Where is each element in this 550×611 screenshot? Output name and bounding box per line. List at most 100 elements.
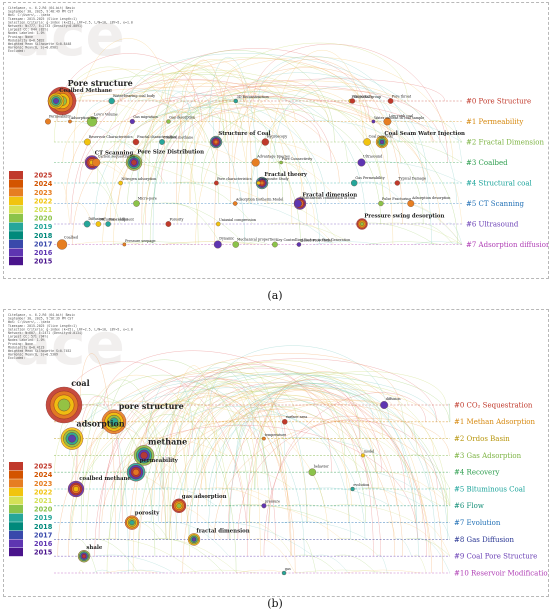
keyword-label: Adsorption desorption xyxy=(411,196,451,200)
keyword-node-spontaneous-combustion-of-coal: Spontaneous combustion of coal xyxy=(294,196,355,208)
keyword-node-adsorption-time: Adsorption time xyxy=(68,116,99,124)
meta-line: Modularity Q=0.5832 xyxy=(8,38,45,42)
keyword-node-gas: gas xyxy=(281,567,291,576)
link-arc xyxy=(115,569,166,574)
meta-line: Weighted Mean Silhouette S=0.7452 xyxy=(8,349,71,353)
keyword-node-coal: coal xyxy=(45,378,90,424)
keyword-node-gas-permeability: Gas Permeability xyxy=(350,176,385,187)
keyword-node-model: model xyxy=(360,450,374,458)
link-arc xyxy=(69,68,201,122)
keyword-label: Pore structure xyxy=(68,78,133,88)
link-arc xyxy=(181,386,357,523)
keyword-node-3d-reconstruction: 3D Reconstruction xyxy=(233,95,270,104)
year-label: 2020 xyxy=(34,506,53,514)
link-arc xyxy=(114,400,244,506)
timeline-network-a: ace Pore structure Permeability Coal Seam … xyxy=(8,3,548,266)
link-arc xyxy=(94,554,175,574)
link-arc xyxy=(93,161,197,184)
year-label: 2020 xyxy=(34,215,53,223)
keyword-label: Adsorption time xyxy=(70,116,99,120)
keyword-node-diffusion-coefficient: Diffusion coefficient xyxy=(95,217,135,227)
link-arc xyxy=(227,379,360,540)
keyword-label: methane xyxy=(148,436,187,446)
link-arc xyxy=(225,504,332,523)
link-arc xyxy=(151,403,209,422)
link-arc xyxy=(243,454,252,473)
link-arc xyxy=(166,202,222,245)
keyword-label: Coalbed methane xyxy=(163,135,193,139)
link-arc xyxy=(349,487,423,506)
year-label: 2016 xyxy=(34,540,53,548)
link-arc xyxy=(235,470,293,490)
keyword-node-coalbed-methane: Coalbed Methane xyxy=(47,88,113,110)
link-arc xyxy=(161,521,230,557)
link-arc xyxy=(448,487,451,506)
watermark-text: ace xyxy=(12,310,125,378)
keyword-node-diffusion: diffusion xyxy=(380,397,401,409)
keyword-label: Coalbed xyxy=(64,236,79,240)
link-arc xyxy=(408,420,418,456)
year-swatch xyxy=(9,248,23,257)
cluster-label-3-coalbed: #3 Coalbed xyxy=(466,159,508,167)
keyword-label: 3D Reconstruction xyxy=(237,95,270,99)
link-arc xyxy=(373,120,463,143)
keyword-node-pressure: pressure xyxy=(261,500,280,509)
cluster-label-8-gas-diffusion: #8 Gas Diffusion xyxy=(454,536,515,544)
cluster-labels: #0 Pore Structure #1 Permeability #2 Fract… xyxy=(466,97,548,248)
keyword-node-pore-characteristics: Pore characteristics xyxy=(213,177,252,186)
link-arc xyxy=(57,120,146,163)
year-label: 2016 xyxy=(34,249,53,257)
keyword-node-coalbed: Coalbed xyxy=(56,236,79,250)
link-arc xyxy=(428,120,463,143)
link-arc xyxy=(72,202,93,225)
keyword-node-nitrogen-adsorption: Nitrogen adsorption xyxy=(118,177,157,186)
keyword-node-pore-structure: pore structure xyxy=(101,401,184,435)
keyword-node-pore-size-distribution: Pore Size Distribution xyxy=(125,150,204,171)
link-arc xyxy=(104,375,282,506)
link-arc xyxy=(413,241,463,245)
meta-line: Weighted Mean Silhouette S=0.8448 xyxy=(8,42,71,46)
year-label: 2019 xyxy=(34,514,53,522)
link-arc xyxy=(214,69,253,245)
cluster-label-2-ordos-basin: #2 Ordos Basin xyxy=(454,435,510,443)
keyword-label: Dynamic xyxy=(219,237,234,241)
link-arc xyxy=(150,371,286,523)
year-label: 2015 xyxy=(34,549,53,557)
meta-line: Pruning: None xyxy=(8,342,33,346)
keyword-label: Pressure seepage xyxy=(125,239,155,243)
link-arc xyxy=(102,80,432,245)
year-label: 2021 xyxy=(34,497,53,505)
year-swatch xyxy=(9,171,23,180)
year-swatch xyxy=(9,470,23,479)
keyword-node-advantage-species: Advantage Species xyxy=(251,155,290,167)
link-arc xyxy=(294,569,391,574)
link-arc xyxy=(377,554,388,574)
link-arc xyxy=(394,538,412,557)
link-arc xyxy=(356,161,463,184)
link-arc xyxy=(74,538,97,574)
keyword-label: pressure xyxy=(265,500,280,504)
link-arc xyxy=(145,358,437,439)
link-arc xyxy=(97,538,198,574)
keyword-label: Closed Pore Model xyxy=(300,238,332,242)
meta-line: Harmonic Mean(Q, S)=0.5309 xyxy=(8,353,58,357)
keyword-node-coal-reservoir: Coal reservoir xyxy=(363,134,393,146)
keyword-node-carbon-sequestration: Carbon sequestration xyxy=(92,155,136,167)
meta-line: Harmonic Mean(Q, S)=0.6901 xyxy=(8,46,58,50)
link-arc xyxy=(238,373,447,506)
link-arc xyxy=(163,72,195,163)
keyword-label: diffusion xyxy=(386,397,402,401)
keyword-label: Functional group xyxy=(352,95,382,99)
link-arc xyxy=(162,364,332,490)
keyword-node-temperature: temperature xyxy=(261,433,286,441)
keyword-label: Pore Connectivity xyxy=(282,157,313,161)
year-legend: 2025202420232022202120202019201820172016… xyxy=(9,462,53,557)
link-arc xyxy=(259,454,263,473)
keyword-label: Pulse Fracturing xyxy=(382,197,412,201)
link-arc xyxy=(387,521,446,557)
link-arc xyxy=(387,521,396,540)
link-arc xyxy=(359,437,411,473)
keyword-node-methane: methane xyxy=(133,436,187,466)
keyword-node-porosity: Porosity xyxy=(165,217,184,227)
keyword-node-typical-damage: Typical Damage xyxy=(394,177,426,186)
